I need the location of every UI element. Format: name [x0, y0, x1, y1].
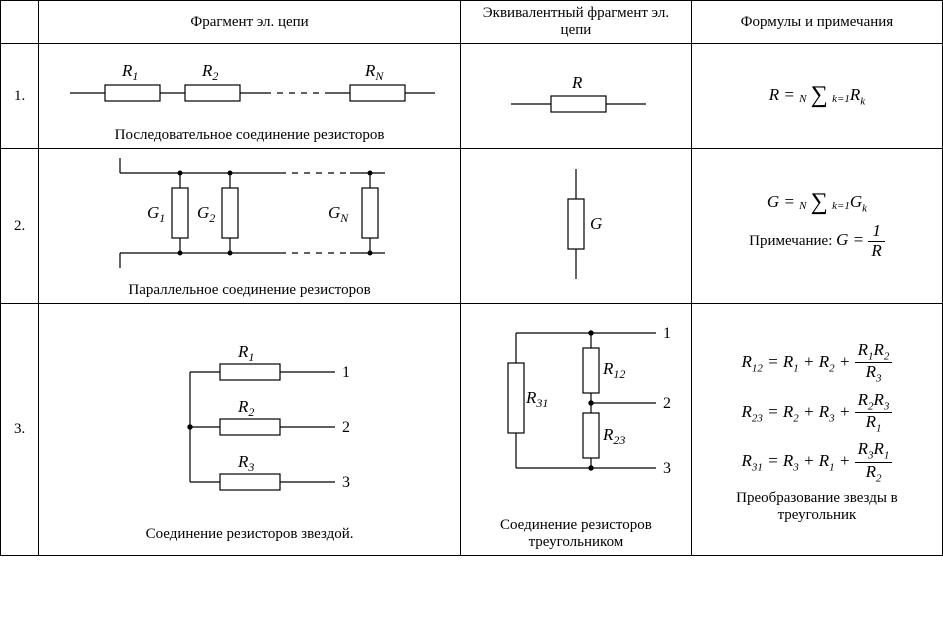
series-resistors-diagram: R1 R2 RN [50, 48, 450, 118]
fragment-caption: Последовательное соединение резисторов [45, 127, 454, 144]
row-number: 1. [1, 44, 39, 149]
svg-text:R3: R3 [237, 452, 254, 474]
svg-text:3: 3 [342, 474, 350, 491]
equivalent-caption: Соединение резисторов треугольником [467, 517, 685, 551]
formula-cell: R12 = R1 + R2 + R1R2 R3 R23 = R2 + R3 + … [691, 304, 942, 556]
svg-text:R12: R12 [602, 359, 625, 381]
svg-text:3: 3 [663, 460, 671, 477]
parallel-formula: G = N ∑ k=1 Gk [698, 192, 936, 214]
fragment-caption: Параллельное соединение резисторов [45, 282, 454, 299]
header-fragment: Фрагмент эл. цепи [39, 1, 461, 44]
series-formula: R = N ∑ k=1 Rk [769, 85, 865, 104]
svg-text:G: G [590, 214, 602, 233]
parallel-resistors-diagram: G1 G2 GN [50, 153, 450, 273]
fragment-cell: R1 R2 R3 1 2 3 Соединение резисторов зве… [39, 304, 461, 556]
svg-text:R: R [571, 73, 583, 92]
fragment-caption: Соединение резисторов звездой. [45, 526, 454, 543]
fragment-cell: R1 R2 RN Последовательное соединение рез… [39, 44, 461, 149]
star-delta-formula: R31 = R3 + R1 + R3R1 R2 [698, 440, 936, 484]
parallel-note: Примечание: G = 1R [698, 222, 936, 260]
svg-text:1: 1 [342, 364, 350, 381]
single-resistor-diagram: R [496, 64, 656, 124]
svg-text:G2: G2 [197, 203, 215, 225]
equivalent-cell: G [460, 149, 691, 304]
header-row: Фрагмент эл. цепи Эквивалентный фрагмент… [1, 1, 943, 44]
equivalent-cell: R31 R12 R23 1 2 3 Соединение резисторов … [460, 304, 691, 556]
star-resistors-diagram: R1 R2 R3 1 2 3 [80, 317, 420, 517]
circuit-equivalents-table: Фрагмент эл. цепи Эквивалентный фрагмент… [0, 0, 943, 556]
header-equivalent: Эквивалентный фрагмент эл. цепи [460, 1, 691, 44]
fragment-cell: G1 G2 GN Параллельное соединение резисто… [39, 149, 461, 304]
svg-text:2: 2 [342, 419, 350, 436]
row-number: 3. [1, 304, 39, 556]
delta-resistors-diagram: R31 R12 R23 1 2 3 [471, 308, 681, 508]
header-num [1, 1, 39, 44]
svg-text:R1: R1 [237, 342, 254, 364]
equivalent-cell: R [460, 44, 691, 149]
formula-cell: G = N ∑ k=1 Gk Примечание: G = 1R [691, 149, 942, 304]
formula-caption: Преобразование звезды в треугольник [698, 490, 936, 524]
single-conductance-diagram: G [526, 164, 626, 284]
table-row: 2. [1, 149, 943, 304]
svg-text:GN: GN [328, 203, 349, 225]
svg-text:R23: R23 [602, 425, 625, 447]
svg-text:2: 2 [663, 395, 671, 412]
svg-text:1: 1 [663, 325, 671, 342]
svg-text:R31: R31 [525, 388, 548, 410]
table-row: 3. [1, 304, 943, 556]
row-number: 2. [1, 149, 39, 304]
star-delta-formula: R23 = R2 + R3 + R2R3 R1 [698, 391, 936, 435]
header-formulas: Формулы и примечания [691, 1, 942, 44]
svg-text:R1: R1 [121, 61, 138, 83]
formula-cell: R = N ∑ k=1 Rk [691, 44, 942, 149]
svg-text:G1: G1 [147, 203, 165, 225]
table-row: 1. R1 R2 RN [1, 44, 943, 149]
star-delta-formula: R12 = R1 + R2 + R1R2 R3 [698, 341, 936, 385]
svg-text:RN: RN [364, 61, 384, 83]
svg-text:R2: R2 [201, 61, 218, 83]
svg-text:R2: R2 [237, 397, 254, 419]
